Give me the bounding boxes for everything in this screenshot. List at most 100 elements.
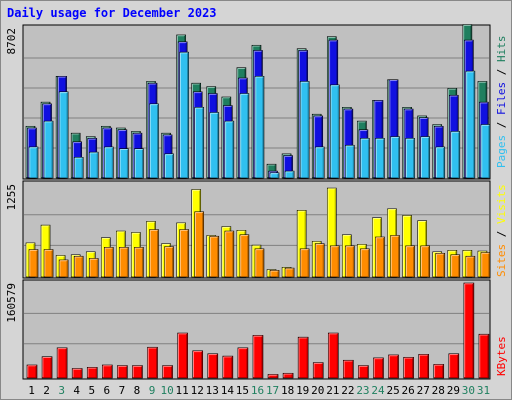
bar-pages-18: [284, 170, 295, 179]
bar-sites-2: [43, 249, 54, 278]
day-label-22: 22: [341, 384, 354, 397]
bar-kbytes-10: [162, 365, 173, 379]
bar-kbytes-22: [343, 359, 354, 379]
bar-kbytes-26: [403, 356, 414, 379]
bar-pages-2: [43, 120, 54, 179]
legend-visits-sites-sep-1: /: [495, 224, 508, 244]
bar-sites-27: [420, 245, 430, 278]
legend-hits-files-pages-files: Files: [495, 82, 508, 115]
day-label-28: 28: [432, 384, 445, 397]
bar-kbytes-24: [373, 357, 384, 379]
bar-pages-19: [299, 81, 310, 179]
bar-sites-24: [375, 236, 385, 278]
bar-sites-9: [149, 229, 159, 278]
bar-kbytes-14: [222, 355, 234, 379]
bar-pages-3: [58, 91, 69, 179]
legend-hits-files-pages-hits: Hits: [495, 36, 508, 63]
bar-kbytes-1: [26, 364, 38, 379]
bar-kbytes-28: [433, 364, 445, 379]
bar-pages-28: [435, 146, 446, 179]
bar-pages-1: [28, 146, 39, 179]
day-label-6: 6: [104, 384, 111, 397]
legend-kbytes: KBytes: [495, 336, 508, 376]
bar-pages-24: [375, 138, 385, 179]
day-label-20: 20: [311, 384, 324, 397]
day-label-12: 12: [191, 384, 204, 397]
bar-sites-10: [164, 246, 174, 278]
legend-hits-files-pages-pages: Pages: [495, 135, 508, 168]
bar-sites-3: [58, 259, 69, 278]
bar-sites-6: [104, 247, 114, 278]
bar-kbytes-7: [117, 365, 128, 379]
bar-kbytes-19: [297, 336, 309, 379]
legend-kbytes-kbytes: KBytes: [495, 336, 508, 376]
bar-sites-23: [360, 248, 370, 278]
bar-pages-14: [224, 120, 235, 179]
legend-visits-sites-visits: Visits: [495, 184, 508, 224]
legend-visits-sites-sites: Sites: [495, 244, 508, 277]
bar-kbytes-31: [478, 333, 490, 379]
day-label-9: 9: [149, 384, 156, 397]
day-label-4: 4: [73, 384, 80, 397]
bar-sites-8: [134, 247, 144, 278]
bar-sites-20: [314, 243, 325, 278]
bar-pages-26: [405, 138, 415, 179]
bar-pages-23: [360, 138, 370, 179]
bar-pages-15: [239, 93, 250, 179]
day-label-29: 29: [447, 384, 460, 397]
day-label-18: 18: [281, 384, 294, 397]
bar-pages-8: [134, 148, 144, 179]
bar-kbytes-13: [207, 353, 219, 379]
bar-pages-9: [149, 103, 159, 179]
bar-kbytes-16: [252, 335, 264, 379]
bar-pages-6: [104, 146, 114, 179]
bar-pages-17: [269, 172, 280, 179]
day-label-21: 21: [326, 384, 339, 397]
day-label-23: 23: [356, 384, 369, 397]
bar-pages-20: [314, 146, 325, 179]
bar-sites-26: [405, 245, 415, 278]
bar-kbytes-29: [448, 353, 460, 379]
bar-sites-28: [435, 252, 446, 278]
day-label-3: 3: [58, 384, 65, 397]
legend-hits-files-pages: Pages / Files / Hits: [495, 36, 508, 169]
bar-kbytes-8: [132, 365, 143, 379]
bar-sites-1: [28, 249, 39, 278]
y-max-label-hits-files-pages: 8702: [5, 28, 18, 55]
bar-sites-17: [269, 270, 280, 278]
bar-sites-5: [88, 258, 99, 278]
bar-kbytes-17: [267, 374, 279, 379]
bar-sites-12: [194, 211, 205, 278]
bar-pages-12: [194, 107, 205, 179]
day-label-17: 17: [266, 384, 279, 397]
legend-visits-sites: Sites / Visits: [495, 184, 508, 277]
day-label-25: 25: [386, 384, 399, 397]
bar-kbytes-4: [71, 368, 83, 379]
day-label-24: 24: [371, 384, 385, 397]
bar-kbytes-23: [358, 365, 369, 379]
bar-pages-7: [119, 148, 129, 179]
bar-kbytes-15: [237, 347, 249, 379]
day-label-30: 30: [462, 384, 475, 397]
bar-pages-30: [465, 70, 476, 179]
day-label-16: 16: [251, 384, 264, 397]
bar-pages-10: [164, 153, 174, 179]
bar-pages-29: [450, 131, 461, 179]
bar-kbytes-21: [327, 332, 339, 379]
bar-sites-11: [179, 229, 189, 278]
day-label-10: 10: [160, 384, 173, 397]
bar-kbytes-30: [463, 282, 475, 379]
y-max-label-kbytes: 160579: [5, 283, 18, 323]
day-label-11: 11: [176, 384, 189, 397]
bar-sites-14: [224, 230, 235, 278]
bar-pages-5: [88, 151, 99, 179]
legend-hits-files-pages-sep-2: /: [495, 62, 508, 82]
day-label-8: 8: [134, 384, 141, 397]
bar-sites-22: [345, 245, 355, 278]
bar-sites-7: [119, 247, 129, 278]
legend-hits-files-pages-sep-1: /: [495, 115, 508, 135]
day-label-7: 7: [119, 384, 126, 397]
bar-kbytes-20: [312, 362, 324, 379]
day-label-15: 15: [236, 384, 249, 397]
